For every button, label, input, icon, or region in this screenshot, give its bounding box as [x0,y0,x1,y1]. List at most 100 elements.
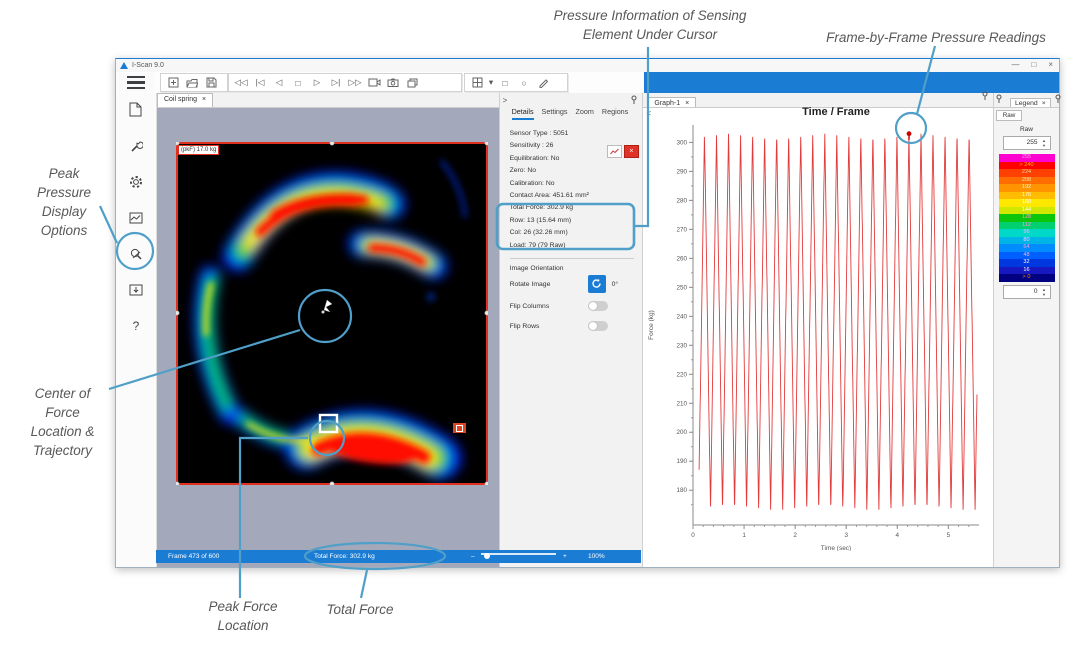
close-button[interactable]: × [1048,60,1053,69]
zoom-out-button[interactable]: – [471,553,475,560]
zoom-slider-handle[interactable] [484,553,490,559]
tab-legend[interactable]: Legend × [1010,98,1051,107]
legend-panel: Legend × Raw Raw 255 ▲▼ 255> 24022420819… [993,93,1059,567]
y-tick-label: 220 [677,371,688,378]
grid-layout-caret[interactable]: ▾ [487,75,495,90]
collapse-panel-chevron[interactable]: > [503,96,508,105]
flip-columns-toggle[interactable] [588,301,608,311]
current-frame-marker[interactable] [907,131,912,136]
map-close-button[interactable]: × [624,145,639,158]
annotation-peak-pressure: Peak Pressure Display Options [14,164,114,240]
flip-columns-label: Flip Columns [510,303,550,310]
draw-tool-button[interactable] [534,75,552,90]
pin-icon[interactable] [1054,94,1062,105]
document-tab-bar: Coil spring × [157,93,499,108]
y-tick-label: 250 [677,284,688,291]
spinner-down-icon[interactable]: ▼ [1042,143,1046,148]
details-tab-bar: Details Settings Zoom Regions [500,93,643,120]
legend-units-label: Raw [994,126,1059,133]
sidebar-item-calibration-wrench-icon[interactable] [127,137,144,154]
play-button[interactable]: ▷ [308,75,326,90]
open-file-button[interactable] [183,75,201,90]
annotation-frame-readings: Frame-by-Frame Pressure Readings [800,28,1072,47]
peak-force-label: (pkF) 17.0 kg [178,145,219,155]
tools-toolbar-group: ▾ □ ○ [464,73,568,92]
legend-color-row: 192 [999,184,1055,192]
step-forward-button[interactable]: ▷| [327,75,345,90]
save-button[interactable] [202,75,220,90]
playback-toolbar-group: ◁◁ |◁ ◁ □ ▷ ▷| ▷▷ [228,73,462,92]
tab-close-icon[interactable]: × [1042,100,1046,107]
legend-color-row: 144 [999,207,1055,215]
y-tick-label: 280 [677,197,688,204]
grid-layout-button[interactable] [468,75,486,90]
y-tick-label: 210 [677,400,688,407]
screenshot-canvas: Pressure Information of Sensing Element … [0,0,1082,657]
minimize-button[interactable]: — [1011,60,1019,69]
legend-tab-bar: Legend × [994,93,1059,108]
detail-field: Contact Area: 451.61 mm² [510,190,643,202]
sidebar-item-help[interactable]: ? [127,317,144,334]
pin-icon[interactable] [630,95,638,106]
x-tick-label: 5 [947,532,951,539]
file-toolbar-group [160,73,228,92]
sidebar-item-document[interactable] [127,101,144,118]
legend-color-row: 255 [999,154,1055,162]
zoom-level: 100% [588,553,605,560]
sidebar-item-peak-pressure-display-icon[interactable] [127,245,144,262]
snapshot-button[interactable] [384,75,402,90]
rotate-image-button[interactable] [588,275,606,293]
y-tick-label: 270 [677,226,688,233]
maximize-button[interactable]: □ [1031,60,1036,69]
ellipse-tool-button[interactable]: ○ [515,75,533,90]
legend-color-row: 128 [999,214,1055,222]
sidebar-item-save-image-icon[interactable] [127,281,144,298]
status-bar: Frame 473 of 600 Total Force: 302.9 kg –… [156,550,641,563]
legend-color-row: > 240 [999,162,1055,170]
legend-min-spinner[interactable]: 0 ▲▼ [1003,285,1051,299]
rectangle-tool-button[interactable]: □ [496,75,514,90]
annotation-peak-force-location: Peak Force Location [185,597,301,635]
pin-icon[interactable] [995,94,1003,105]
map-graph-button[interactable] [607,145,622,158]
detail-field: Load: 79 (79 Raw) [510,240,643,252]
y-tick-label: 180 [677,487,688,494]
detail-field: Zero: No [510,165,643,177]
rewind-button[interactable]: ◁◁ [232,75,250,90]
force-waveform [700,134,978,510]
zoom-slider-track[interactable] [481,553,556,555]
tab-zoom[interactable]: Zoom [576,107,594,120]
time-frame-chart: Time / Frame1801902002102202302402502602… [643,101,993,551]
tab-details[interactable]: Details [512,107,534,120]
tab-close-icon[interactable]: × [202,96,206,107]
copy-image-button[interactable] [403,75,421,90]
sidebar-item-settings-gear-icon[interactable] [127,173,144,190]
pressure-map-heatmap[interactable] [176,142,488,485]
flip-rows-toggle[interactable] [588,321,608,331]
tab-regions[interactable]: Regions [602,107,628,120]
y-tick-label: 230 [677,342,688,349]
tab-coil-spring[interactable]: Coil spring × [157,93,213,107]
tab-settings[interactable]: Settings [542,107,568,120]
legend-color-row: 16 [999,267,1055,275]
first-frame-button[interactable]: |◁ [251,75,269,90]
legend-color-row: 32 [999,259,1055,267]
annotation-line-total-force [361,570,367,598]
step-back-button[interactable]: ◁ [270,75,288,90]
menu-button[interactable] [118,73,154,92]
record-movie-button[interactable] [365,75,383,90]
left-sidebar: ? [116,93,157,567]
x-tick-label: 4 [896,532,900,539]
sidebar-item-image-display-icon[interactable] [127,209,144,226]
legend-max-spinner[interactable]: 255 ▲▼ [1003,136,1051,150]
add-view-button[interactable] [164,75,182,90]
legend-raw-subtab[interactable]: Raw [996,110,1022,121]
rotate-angle-value: 0° [612,281,619,288]
zoom-in-button[interactable]: + [563,553,567,560]
total-force-readout: Total Force: 302.9 kg [314,553,375,560]
spinner-down-icon[interactable]: ▼ [1042,292,1046,297]
fast-forward-button[interactable]: ▷▷ [346,75,364,90]
annotation-total-force: Total Force [305,600,415,619]
stop-button[interactable]: □ [289,75,307,90]
graph-panel: Graph-1 × < Time / Frame1801902002102202… [642,93,993,567]
